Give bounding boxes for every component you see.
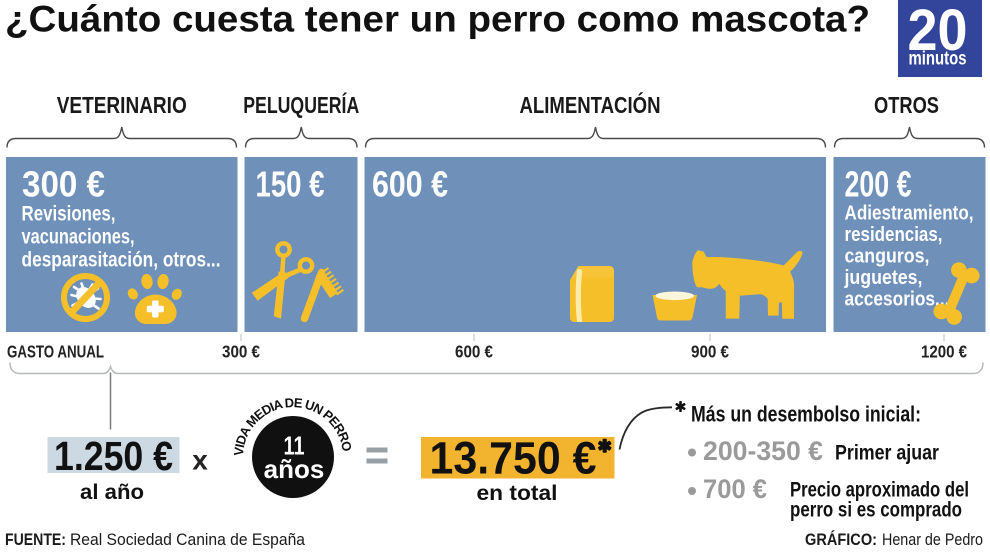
svg-text:Más un desembolso inicial:: Más un desembolso inicial: (691, 402, 921, 427)
svg-text:150 €: 150 € (256, 164, 325, 205)
svg-text:PELUQUERÍA: PELUQUERÍA (243, 91, 359, 118)
svg-text:FUENTE:: FUENTE: (5, 530, 66, 549)
svg-text:700 €: 700 € (703, 474, 767, 504)
svg-text:x: x (192, 445, 208, 476)
svg-text:11: 11 (284, 431, 305, 461)
svg-text:en total: en total (477, 481, 558, 505)
svg-text:OTROS: OTROS (874, 92, 939, 118)
svg-text:Revisiones,: Revisiones, (22, 203, 116, 226)
svg-text:VETERINARIO: VETERINARIO (57, 92, 187, 118)
svg-text:desparasitación, otros...: desparasitación, otros... (22, 249, 221, 272)
svg-text:juguetes,: juguetes, (844, 267, 923, 289)
svg-text:200 €: 200 € (845, 164, 912, 205)
svg-text:ALIMENTACIÓN: ALIMENTACIÓN (520, 91, 661, 118)
svg-text:600 €: 600 € (455, 342, 493, 362)
svg-text:accesorios...: accesorios... (845, 289, 950, 311)
svg-text:900 €: 900 € (691, 342, 729, 362)
svg-text:Henar de Pedro: Henar de Pedro (882, 530, 983, 549)
svg-text:GASTO ANUAL: GASTO ANUAL (7, 342, 104, 362)
svg-text:13.750 €: 13.750 € (430, 433, 597, 484)
svg-text:1.250 €: 1.250 € (54, 433, 173, 479)
svg-text:Precio aproximado del: Precio aproximado del (790, 479, 969, 502)
svg-text:Adiestramiento,: Adiestramiento, (845, 203, 974, 225)
svg-text:300 €: 300 € (22, 164, 105, 205)
svg-text:minutos: minutos (909, 49, 967, 70)
svg-text:300 €: 300 € (222, 342, 260, 362)
svg-text:vacunaciones,: vacunaciones, (22, 226, 135, 249)
svg-text:residencias,: residencias, (845, 224, 943, 246)
svg-text:GRÁFICO:: GRÁFICO: (805, 530, 877, 549)
svg-text:perro si es comprado: perro si es comprado (790, 499, 962, 522)
svg-text:600 €: 600 € (372, 164, 448, 205)
svg-text:al año: al año (80, 481, 144, 504)
svg-text:Primer ajuar: Primer ajuar (835, 442, 939, 465)
svg-text:1200 €: 1200 € (921, 342, 967, 362)
svg-text:20: 20 (908, 0, 968, 63)
svg-text:¿Cuánto cuesta tener un perro: ¿Cuánto cuesta tener un perro como masco… (5, 0, 870, 40)
svg-text:200-350 €: 200-350 € (703, 436, 823, 466)
svg-text:años: años (264, 454, 325, 484)
svg-text:canguros,: canguros, (845, 246, 930, 268)
svg-text:Real Sociedad Canina de España: Real Sociedad Canina de España (70, 530, 305, 549)
